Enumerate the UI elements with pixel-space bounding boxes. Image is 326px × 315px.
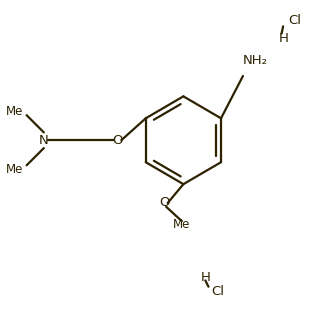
Text: O: O [112, 134, 123, 147]
Text: Cl: Cl [289, 14, 302, 27]
Text: Me: Me [6, 105, 23, 117]
Text: Me: Me [6, 163, 23, 176]
Text: H: H [279, 32, 289, 45]
Text: N: N [39, 134, 49, 147]
Text: Me: Me [173, 218, 190, 232]
Text: Cl: Cl [212, 285, 225, 298]
Text: H: H [200, 271, 211, 284]
Text: NH₂: NH₂ [243, 54, 268, 66]
Text: O: O [159, 197, 170, 209]
